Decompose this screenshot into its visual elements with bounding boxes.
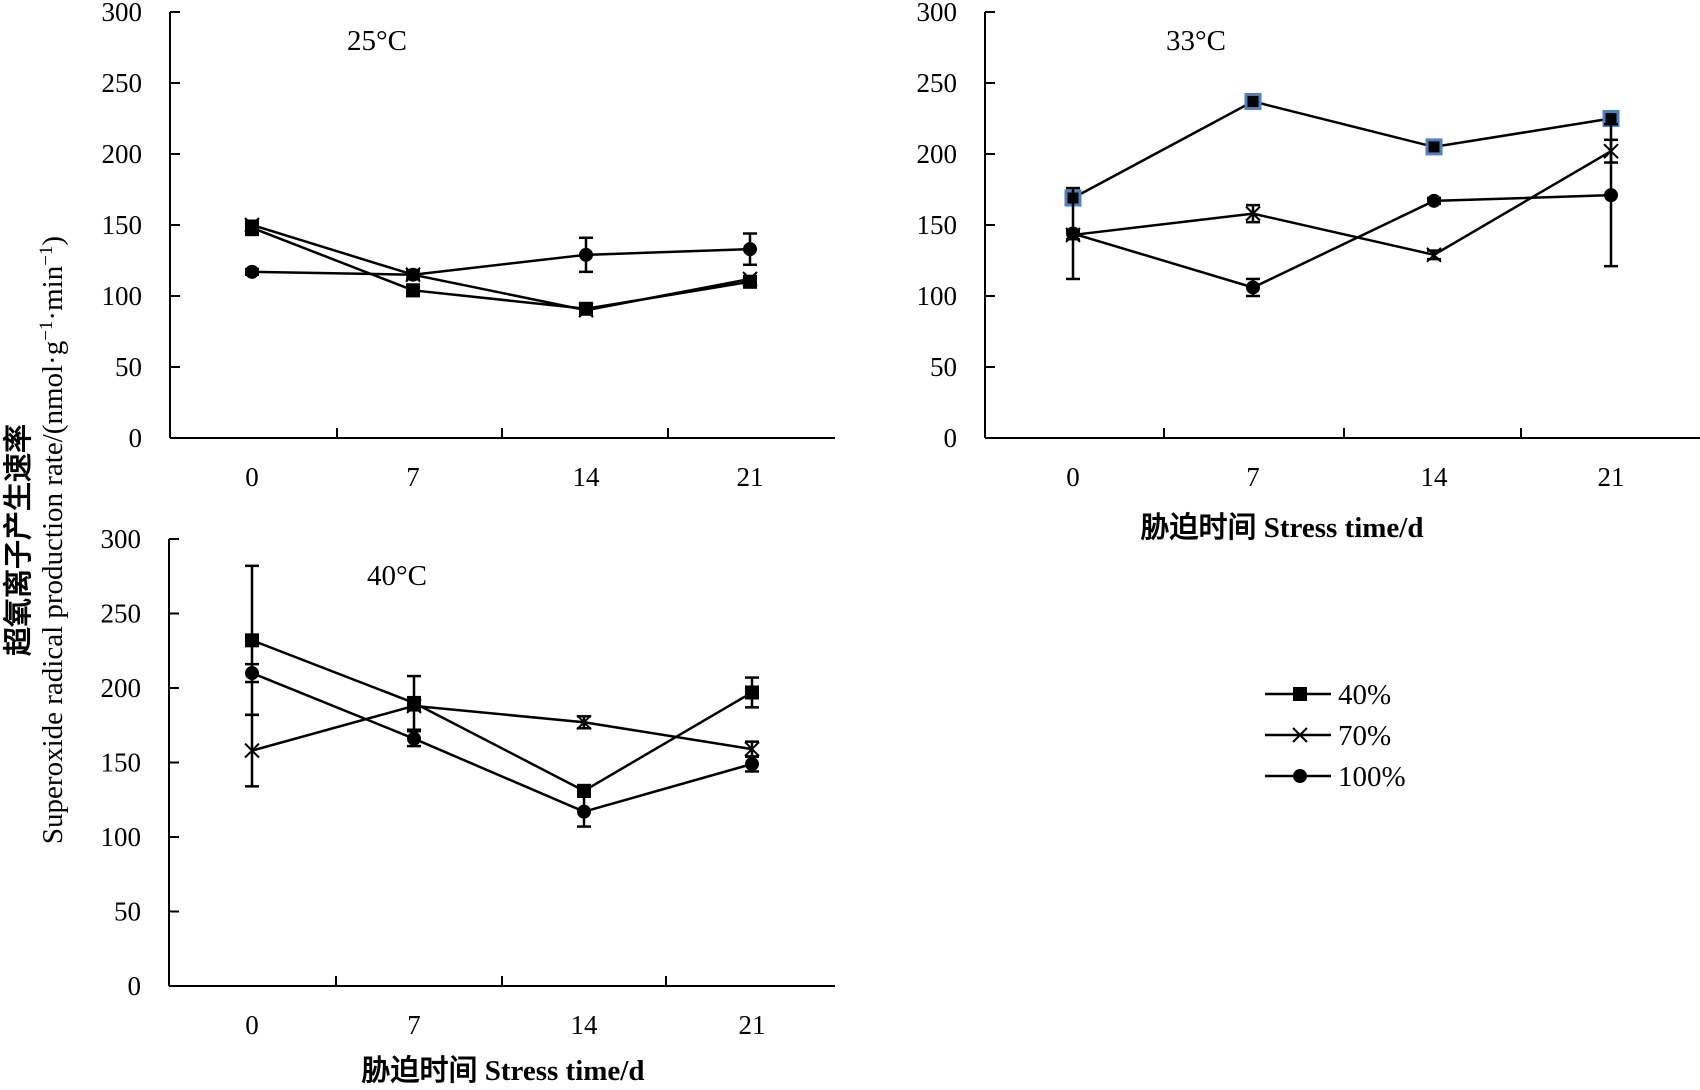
x-tick-label: 21 bbox=[737, 462, 764, 492]
y-tick-label: 0 bbox=[944, 423, 958, 453]
x-tick-label: 0 bbox=[1066, 462, 1080, 492]
y-tick-label: 50 bbox=[114, 897, 141, 927]
series-40pct bbox=[245, 566, 759, 798]
x-tick-label: 7 bbox=[1246, 462, 1260, 492]
y-tick-label: 100 bbox=[101, 822, 142, 852]
legend-label: 70% bbox=[1338, 720, 1391, 752]
legend-label: 100% bbox=[1338, 761, 1406, 793]
y-tick-label: 300 bbox=[102, 0, 143, 27]
x-axis-title: 胁迫时间 Stress time/d bbox=[361, 1054, 644, 1085]
y-tick-label: 300 bbox=[101, 524, 142, 554]
legend-marker-square bbox=[1293, 687, 1307, 701]
series-line bbox=[1073, 195, 1611, 287]
x-tick-label: 14 bbox=[571, 1010, 599, 1040]
x-tick-label: 0 bbox=[245, 1010, 259, 1040]
series-line bbox=[252, 228, 750, 309]
y-axis-title-mid: ·min bbox=[37, 265, 69, 320]
panel-title: 25°C bbox=[347, 25, 407, 57]
panel-title: 33°C bbox=[1166, 25, 1226, 57]
data-point-square bbox=[1246, 94, 1260, 108]
series-line bbox=[252, 706, 752, 751]
y-tick-label: 150 bbox=[101, 748, 142, 778]
data-point-square bbox=[745, 685, 759, 699]
data-point-circle bbox=[579, 248, 593, 262]
legend-label: 40% bbox=[1338, 679, 1391, 711]
series-70pct bbox=[245, 218, 757, 317]
y-axis-title-sup2: −1 bbox=[36, 246, 57, 266]
y-tick-label: 50 bbox=[115, 352, 142, 382]
y-axis-title-line1: 超氧离子产生速率 bbox=[1, 424, 35, 656]
y-axis-title-line2: Superoxide radical production rate/(nmol… bbox=[36, 236, 69, 844]
legend-item: 40% bbox=[1265, 679, 1391, 711]
y-tick-label: 150 bbox=[102, 210, 143, 240]
x-tick-label: 7 bbox=[407, 1010, 421, 1040]
y-tick-label: 250 bbox=[102, 68, 143, 98]
data-point-circle bbox=[1246, 280, 1260, 294]
y-tick-label: 200 bbox=[101, 673, 142, 703]
x-tick-label: 7 bbox=[406, 462, 420, 492]
y-tick-label: 50 bbox=[930, 352, 957, 382]
y-tick-label: 200 bbox=[102, 139, 143, 169]
series-line bbox=[252, 225, 750, 310]
y-tick-label: 100 bbox=[917, 281, 958, 311]
data-point-circle bbox=[577, 805, 591, 819]
chart-panel-2: 0 50 100 150 200 250 300 0 7 14 21 40°C 胁迫时间 Stress … bbox=[101, 524, 836, 1085]
y-tick-label: 300 bbox=[917, 0, 958, 27]
series-line bbox=[1073, 101, 1611, 198]
data-point-circle bbox=[1066, 227, 1080, 241]
x-tick-label: 14 bbox=[573, 462, 601, 492]
data-point-circle bbox=[406, 268, 420, 282]
y-tick-label: 100 bbox=[102, 281, 143, 311]
series-line bbox=[252, 673, 752, 812]
data-point-circle bbox=[1427, 194, 1441, 208]
series-40pct bbox=[1066, 94, 1618, 205]
panels: 0 50 100 150 200 250 300 0 7 14 21 25°C 0 50 100 150 200… bbox=[101, 0, 1700, 1085]
legend-item: 70% bbox=[1265, 720, 1391, 752]
legend-item: 100% bbox=[1265, 761, 1406, 793]
series-line bbox=[252, 249, 750, 275]
series-100pct bbox=[245, 664, 759, 826]
data-point-square bbox=[1427, 140, 1441, 154]
x-tick-label: 21 bbox=[1598, 462, 1625, 492]
y-axis-title-suffix: ) bbox=[37, 236, 69, 246]
series-40pct bbox=[245, 221, 757, 316]
data-point-circle bbox=[407, 732, 421, 746]
panel-title: 40°C bbox=[367, 560, 427, 592]
series-70pct bbox=[245, 699, 759, 786]
data-point-square bbox=[245, 633, 259, 647]
series-100pct bbox=[1066, 124, 1618, 296]
chart-panel-1: 0 50 100 150 200 250 300 0 7 14 21 33°C 胁迫时间 Stress … bbox=[917, 0, 1700, 544]
y-tick-label: 150 bbox=[917, 210, 958, 240]
data-point-circle bbox=[743, 242, 757, 256]
data-point-circle bbox=[745, 757, 759, 771]
y-tick-label: 0 bbox=[129, 423, 143, 453]
chart-panel-0: 0 50 100 150 200 250 300 0 7 14 21 25°C bbox=[102, 0, 836, 492]
series-line bbox=[1073, 151, 1611, 255]
x-axis-title: 胁迫时间 Stress time/d bbox=[1140, 511, 1423, 544]
x-tick-label: 0 bbox=[245, 462, 259, 492]
y-tick-label: 0 bbox=[128, 971, 142, 1001]
y-tick-label: 250 bbox=[101, 599, 142, 629]
legend: 40% 70% 100% bbox=[1265, 679, 1406, 793]
data-point-square bbox=[406, 283, 420, 297]
data-point-circle bbox=[1604, 188, 1618, 202]
data-point-circle bbox=[245, 265, 259, 279]
series-100pct bbox=[245, 234, 757, 282]
x-tick-label: 21 bbox=[739, 1010, 766, 1040]
y-tick-label: 200 bbox=[917, 139, 958, 169]
x-tick-label: 14 bbox=[1421, 462, 1449, 492]
data-point-circle bbox=[245, 666, 259, 680]
y-axis-title-sup1: −1 bbox=[36, 321, 57, 341]
y-axis-title-prefix: Superoxide radical production rate/(nmol… bbox=[37, 341, 69, 844]
y-tick-label: 250 bbox=[917, 68, 958, 98]
legend-marker-circle bbox=[1293, 769, 1307, 783]
